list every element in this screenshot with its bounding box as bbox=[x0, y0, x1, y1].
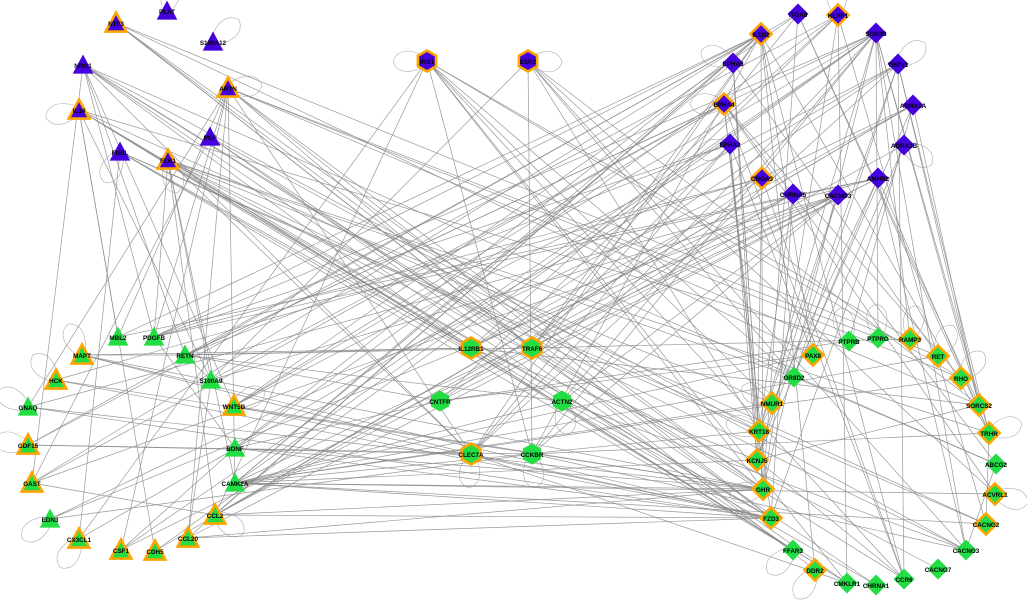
svg-text:CLEC7A: CLEC7A bbox=[458, 452, 484, 459]
svg-text:CHRNA1: CHRNA1 bbox=[863, 583, 890, 590]
svg-text:DDR2: DDR2 bbox=[806, 568, 824, 575]
svg-text:EPHA4: EPHA4 bbox=[714, 102, 735, 109]
svg-text:RETN: RETN bbox=[176, 353, 194, 360]
svg-text:IRS1: IRS1 bbox=[420, 59, 434, 66]
svg-text:CDH5: CDH5 bbox=[146, 549, 164, 556]
svg-text:CACNG2: CACNG2 bbox=[973, 522, 1000, 529]
svg-text:CACNG3: CACNG3 bbox=[825, 193, 852, 200]
svg-text:CACNG3: CACNG3 bbox=[953, 548, 980, 555]
svg-text:CNGA3: CNGA3 bbox=[751, 176, 774, 183]
svg-text:KCNJ5: KCNJ5 bbox=[747, 458, 768, 465]
svg-text:ESR2: ESR2 bbox=[520, 59, 537, 66]
svg-text:PTPRO: PTPRO bbox=[867, 336, 889, 343]
svg-text:CCR6: CCR6 bbox=[895, 577, 913, 584]
svg-text:NMUR1: NMUR1 bbox=[761, 401, 784, 408]
svg-text:IL1R2: IL1R2 bbox=[752, 32, 770, 39]
svg-text:RAMP3: RAMP3 bbox=[899, 337, 922, 344]
svg-text:ABCG2: ABCG2 bbox=[985, 462, 1008, 469]
svg-text:CSF1: CSF1 bbox=[113, 548, 130, 555]
svg-text:KLRF1: KLRF1 bbox=[828, 13, 849, 20]
svg-text:PLAT: PLAT bbox=[159, 9, 175, 16]
svg-text:PAX8: PAX8 bbox=[805, 353, 821, 360]
svg-text:BDNF: BDNF bbox=[226, 446, 244, 453]
svg-text:EPHA5: EPHA5 bbox=[723, 61, 744, 68]
svg-text:RET: RET bbox=[932, 354, 945, 361]
svg-text:CCL20: CCL20 bbox=[178, 536, 198, 543]
svg-text:KRT18: KRT18 bbox=[749, 429, 769, 436]
svg-text:FZD3: FZD3 bbox=[763, 516, 779, 523]
svg-text:MAPT: MAPT bbox=[73, 353, 91, 360]
svg-text:TRHR: TRHR bbox=[980, 431, 998, 438]
svg-text:RHO: RHO bbox=[954, 376, 968, 383]
svg-text:CACNG7: CACNG7 bbox=[925, 567, 952, 574]
svg-text:PTPRB: PTPRB bbox=[838, 339, 860, 346]
svg-text:NRG1: NRG1 bbox=[74, 63, 92, 70]
svg-text:ACTN2: ACTN2 bbox=[552, 399, 573, 406]
svg-text:ACVRL1: ACVRL1 bbox=[982, 492, 1008, 499]
svg-text:PGF: PGF bbox=[204, 135, 217, 142]
svg-text:IL12RB1: IL12RB1 bbox=[458, 346, 484, 353]
svg-text:ADRA1B: ADRA1B bbox=[891, 143, 918, 150]
svg-text:IL34: IL34 bbox=[73, 108, 86, 115]
svg-text:AMHR2: AMHR2 bbox=[867, 176, 890, 183]
svg-text:CNTFR: CNTFR bbox=[429, 399, 451, 406]
svg-text:CHRNA5: CHRNA5 bbox=[780, 192, 807, 199]
svg-text:SORCS2: SORCS2 bbox=[966, 403, 992, 410]
svg-text:EDN3: EDN3 bbox=[42, 517, 59, 524]
svg-text:ADRA1A: ADRA1A bbox=[900, 103, 927, 110]
svg-text:MBL2: MBL2 bbox=[109, 335, 127, 342]
svg-text:EPHA3: EPHA3 bbox=[720, 142, 741, 149]
svg-text:ARTN: ARTN bbox=[219, 86, 237, 93]
svg-text:CCKBR: CCKBR bbox=[521, 452, 544, 459]
svg-text:CX3CL1: CX3CL1 bbox=[67, 537, 92, 544]
svg-text:FNBL: FNBL bbox=[112, 150, 129, 157]
svg-text:FLK1: FLK1 bbox=[160, 158, 176, 165]
svg-text:GHR: GHR bbox=[756, 487, 770, 494]
svg-text:CAMK2A: CAMK2A bbox=[222, 481, 249, 488]
svg-text:PDGFB: PDGFB bbox=[143, 335, 165, 342]
svg-text:OR8D2: OR8D2 bbox=[784, 375, 805, 382]
svg-text:ITGA8: ITGA8 bbox=[789, 12, 808, 19]
svg-text:CMKLR1: CMKLR1 bbox=[834, 581, 861, 588]
svg-text:GDF15: GDF15 bbox=[18, 443, 39, 450]
svg-text:TRPV1: TRPV1 bbox=[888, 62, 909, 69]
svg-text:TRAF6: TRAF6 bbox=[522, 346, 543, 353]
svg-text:WNT5B: WNT5B bbox=[223, 404, 246, 411]
svg-text:GAST: GAST bbox=[23, 481, 41, 488]
svg-text:CCL2: CCL2 bbox=[207, 513, 224, 520]
svg-text:GNAQ: GNAQ bbox=[19, 405, 38, 412]
svg-text:S100A12: S100A12 bbox=[200, 40, 227, 47]
svg-text:FFAR3: FFAR3 bbox=[783, 548, 803, 555]
svg-text:HCK: HCK bbox=[49, 378, 63, 385]
svg-text:SCN3B: SCN3B bbox=[865, 31, 887, 38]
svg-text:NTF3: NTF3 bbox=[108, 21, 124, 28]
svg-text:S100A9: S100A9 bbox=[200, 378, 223, 385]
